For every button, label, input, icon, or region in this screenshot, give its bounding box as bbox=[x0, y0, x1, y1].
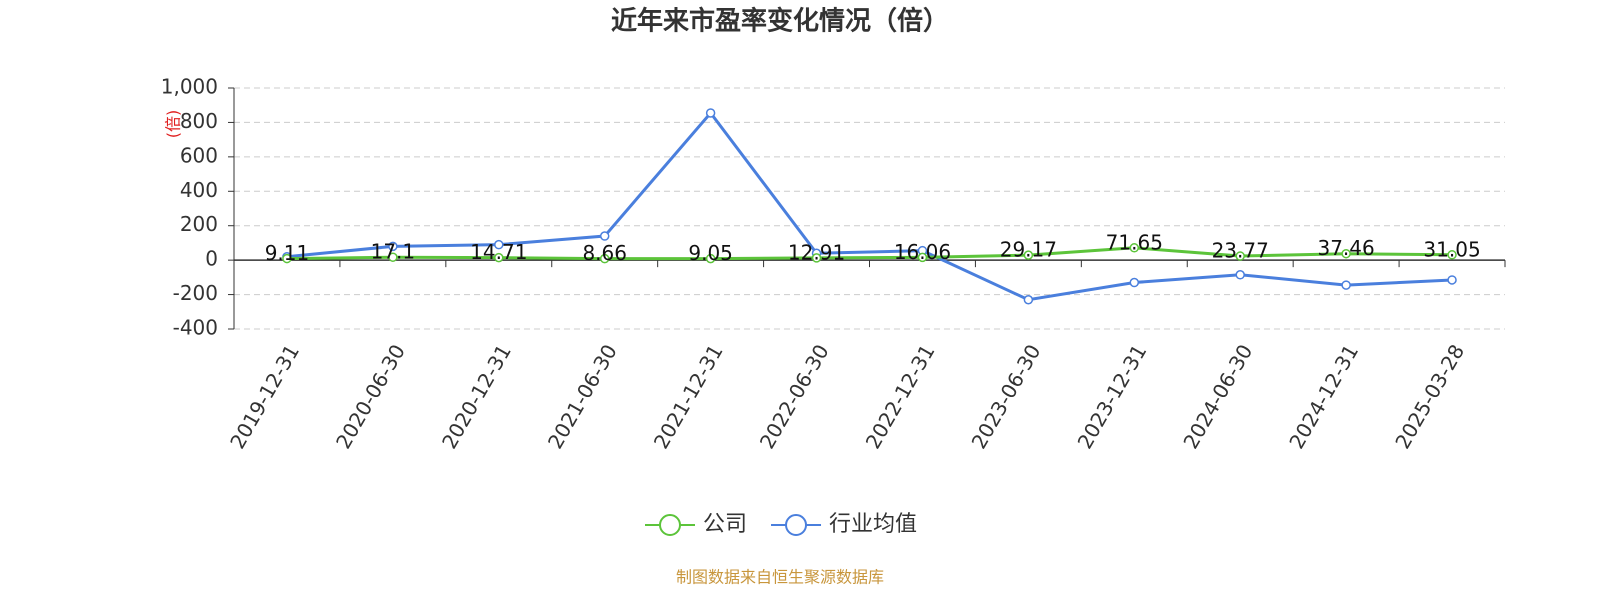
data-point bbox=[599, 253, 610, 264]
data-label: 14.71 bbox=[470, 240, 527, 264]
data-label: 9.05 bbox=[688, 241, 733, 265]
data-label: 29.17 bbox=[1000, 238, 1057, 262]
data-point bbox=[282, 253, 292, 264]
chart-title: 近年来市盈率变化情况（倍） bbox=[611, 6, 949, 37]
data-point bbox=[705, 253, 716, 264]
y-tick-label: 200 bbox=[180, 212, 218, 236]
y-tick-label: 400 bbox=[180, 178, 218, 202]
data-point bbox=[1129, 243, 1140, 253]
y-tick-label: 0 bbox=[205, 247, 218, 271]
legend-marker bbox=[659, 514, 681, 536]
y-axis-label: (倍) bbox=[164, 110, 183, 139]
x-tick-label: 2023-12-31 bbox=[1072, 340, 1151, 453]
x-tick-label: 2020-06-30 bbox=[331, 340, 410, 453]
y-tick-label: 1,000 bbox=[161, 75, 218, 99]
data-label: 23.77 bbox=[1212, 239, 1269, 263]
series-line bbox=[286, 110, 1453, 302]
data-point bbox=[494, 239, 504, 250]
x-tick-label: 2023-06-30 bbox=[967, 340, 1046, 453]
data-point bbox=[494, 252, 504, 263]
legend-label: 行业均值 bbox=[829, 512, 917, 537]
legend-label: 公司 bbox=[703, 512, 747, 537]
y-tick-label: -400 bbox=[173, 316, 218, 340]
x-tick-label: 2021-12-31 bbox=[649, 340, 728, 453]
data-point bbox=[388, 252, 398, 262]
y-tick-label: 600 bbox=[180, 143, 218, 167]
data-point bbox=[811, 253, 822, 263]
x-tick-label: 2025-03-28 bbox=[1390, 340, 1469, 453]
data-label: 71.65 bbox=[1106, 230, 1163, 254]
data-point bbox=[1023, 250, 1034, 260]
data-point bbox=[1341, 248, 1351, 259]
data-label: 12.91 bbox=[788, 240, 845, 264]
data-label: 31.05 bbox=[1423, 237, 1480, 261]
data-point bbox=[599, 231, 610, 241]
data-point bbox=[1447, 250, 1457, 260]
data-point bbox=[1235, 251, 1245, 261]
legend-marker bbox=[785, 514, 808, 536]
y-tick-label: 800 bbox=[180, 109, 218, 133]
data-point bbox=[1129, 277, 1140, 288]
data-point bbox=[1341, 280, 1351, 290]
data-point bbox=[705, 108, 716, 118]
data-point bbox=[388, 241, 398, 252]
x-tick-label: 2022-12-31 bbox=[861, 340, 940, 453]
data-label: 8.66 bbox=[582, 241, 627, 265]
data-label: 9.11 bbox=[265, 241, 310, 265]
y-tick-label: -200 bbox=[173, 281, 218, 305]
series-line bbox=[286, 246, 1453, 261]
data-label: 17.1 bbox=[371, 240, 416, 264]
data-label: 37.46 bbox=[1317, 236, 1374, 260]
source-note: 制图数据来自恒生聚源数据库 bbox=[676, 568, 884, 587]
data-point bbox=[1023, 294, 1034, 305]
data-label: 16.06 bbox=[894, 240, 951, 264]
x-tick-label: 2019-12-31 bbox=[225, 340, 304, 453]
x-tick-label: 2024-06-30 bbox=[1178, 340, 1257, 453]
x-tick-label: 2024-12-31 bbox=[1284, 340, 1363, 453]
data-point bbox=[917, 252, 928, 263]
data-point bbox=[1447, 275, 1457, 285]
x-tick-label: 2020-12-31 bbox=[437, 340, 516, 453]
x-tick-label: 2022-06-30 bbox=[755, 340, 834, 453]
x-tick-label: 2021-06-30 bbox=[543, 340, 622, 453]
data-point bbox=[1235, 270, 1245, 280]
